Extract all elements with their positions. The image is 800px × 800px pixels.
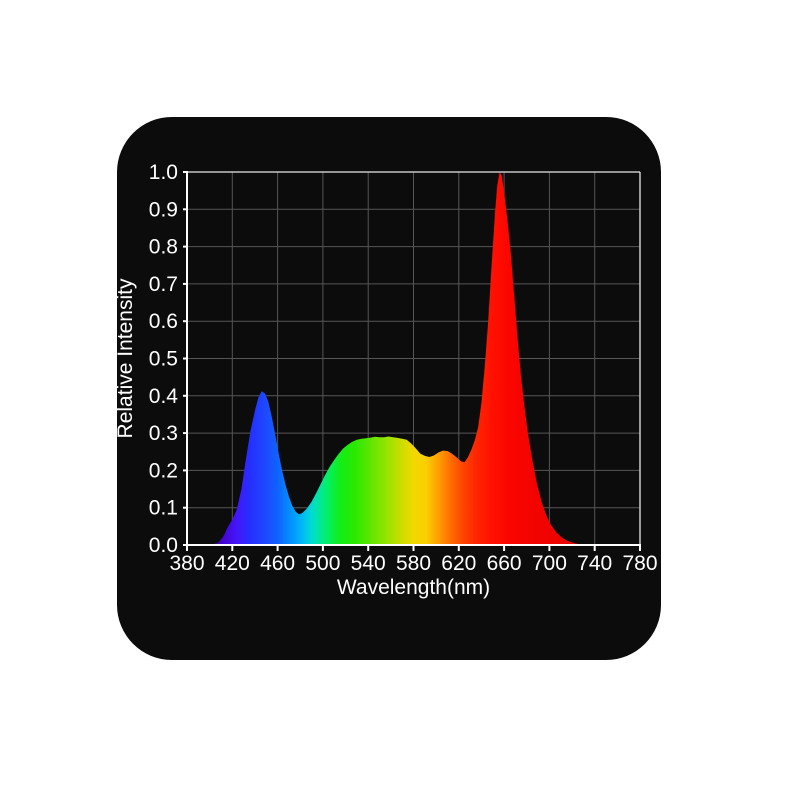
spectrum-area — [209, 172, 588, 545]
y-tick-label: 0.2 — [149, 459, 178, 482]
y-tick-label: 0.4 — [149, 385, 179, 408]
spectrum-chart: 380 420 460 500 540 580 620 660 700 740 780 0.0 0.1 0… — [117, 161, 658, 599]
x-tick-label: 380 — [169, 552, 204, 575]
x-tick-label: 660 — [487, 552, 522, 575]
y-tick-label: 0.0 — [149, 534, 178, 557]
spectrum-card: 380 420 460 500 540 580 620 660 700 740 780 0.0 0.1 0… — [117, 117, 661, 660]
y-tick-label: 1.0 — [149, 161, 178, 184]
x-tick-label: 780 — [622, 552, 657, 575]
y-tick-label: 0.5 — [149, 348, 178, 371]
y-tick-label: 0.6 — [149, 310, 178, 333]
x-tick-label: 700 — [532, 552, 567, 575]
x-tick-label: 580 — [396, 552, 431, 575]
y-tick-label: 0.8 — [149, 236, 178, 259]
x-tick-label: 460 — [260, 552, 295, 575]
x-tick-label: 540 — [351, 552, 386, 575]
y-tick-label: 0.9 — [149, 198, 178, 221]
x-tick-label: 500 — [305, 552, 340, 575]
y-tick-label: 0.1 — [149, 497, 178, 520]
y-tick-label: 0.7 — [149, 273, 178, 296]
x-tick-label: 740 — [577, 552, 612, 575]
x-tick-label: 620 — [441, 552, 476, 575]
x-tick-label: 420 — [215, 552, 250, 575]
y-tick-label: 0.3 — [149, 422, 178, 445]
y-axis-title: Relative Intensity — [117, 278, 137, 438]
x-axis-title: Wavelength(nm) — [337, 576, 490, 599]
